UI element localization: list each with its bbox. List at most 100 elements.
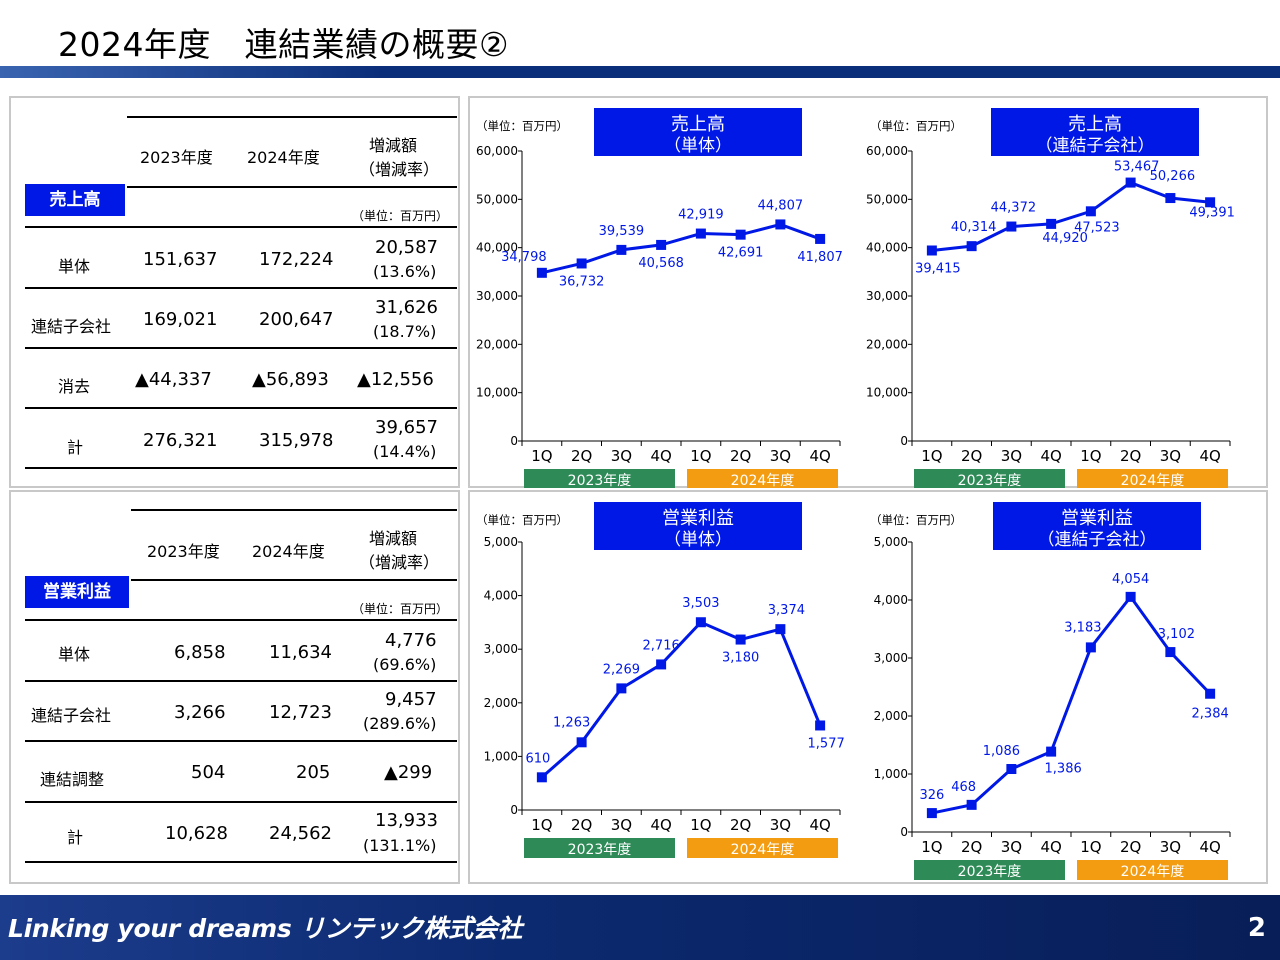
data-label: 40,568 (638, 256, 684, 271)
cell-fy2023: 6,858 (174, 642, 226, 663)
data-point (1085, 642, 1096, 653)
header-rate: （増減率） (359, 160, 440, 179)
data-point (616, 683, 627, 694)
data-point (1085, 206, 1096, 217)
x-tick-label: 4Q (1040, 838, 1061, 856)
x-tick-label: 3Q (1160, 447, 1181, 465)
y-tick-label: 3,000 (874, 651, 908, 665)
data-point (1165, 193, 1176, 204)
sales-label-badge: 売上高 (25, 184, 125, 216)
series-line (931, 594, 1212, 815)
data-label: 39,415 (915, 261, 961, 276)
y-tick-label: 5,000 (484, 535, 518, 549)
table-rule (25, 287, 457, 289)
table-rule (127, 116, 457, 118)
table-rule (25, 801, 457, 803)
sales-table: 2023年度 2024年度 増減額 （増減率） 売上高 （単位：百万円） 単体 … (9, 96, 460, 488)
cell-diff: 13,933 (375, 810, 438, 831)
data-point (656, 239, 667, 250)
y-tick-label: 2,000 (874, 709, 908, 723)
header-fy2024: 2024年度 (252, 542, 325, 561)
page-number: 2 (1247, 913, 1266, 943)
y-tick-label: 30,000 (476, 289, 518, 303)
x-tick-label: 1Q (531, 816, 552, 834)
data-point (616, 244, 627, 255)
chart-title-box (993, 502, 1201, 550)
x-tick-label: 3Q (1001, 447, 1022, 465)
table-rule (25, 619, 457, 621)
x-tick-label: 4Q (1199, 838, 1220, 856)
row-name: 単体 (58, 257, 91, 276)
cell-fy2024: 205 (296, 762, 331, 783)
x-tick-label: 4Q (650, 447, 671, 465)
header-fy2023: 2023年度 (140, 148, 213, 167)
cell-fy2024: 200,647 (259, 309, 334, 330)
data-point (1125, 177, 1136, 188)
data-label: 49,391 (1189, 205, 1235, 220)
fy2023-group-label: 2023年度 (958, 473, 1022, 488)
cell-diff: 31,626 (375, 297, 438, 318)
data-point (926, 808, 937, 819)
header-diff: 増減額 (369, 529, 418, 548)
x-tick-label: 1Q (1080, 447, 1101, 465)
y-tick-label: 20,000 (476, 337, 518, 351)
data-point (1046, 746, 1057, 757)
data-label: 44,807 (758, 198, 804, 213)
cell-rate: (289.6%) (363, 714, 437, 733)
fy2024-group-label: 2024年度 (1121, 864, 1185, 880)
data-point (1205, 197, 1216, 208)
x-tick-label: 2Q (571, 447, 592, 465)
data-point (815, 233, 826, 244)
fy2023-group-label: 2023年度 (568, 842, 632, 858)
data-label: 50,266 (1150, 169, 1196, 184)
table-rule (25, 861, 457, 863)
fy2024-group-label: 2024年度 (1121, 473, 1185, 488)
data-label: 3,503 (682, 596, 719, 611)
chart-subtitle: （単体） (664, 530, 732, 550)
data-point (695, 228, 706, 239)
data-label: 47,523 (1074, 220, 1120, 235)
table-rule (25, 680, 457, 682)
data-point (536, 267, 547, 278)
data-point (775, 624, 786, 635)
table-rule (127, 186, 457, 188)
cell-rate: (69.6%) (373, 655, 437, 674)
chart-subtitle: （連結子会社） (1038, 530, 1157, 550)
profit-standalone-chart: （単位：百万円） 営業利益（単体） 0 1,000 2,000 3,000 4,000 5,0… (476, 502, 845, 858)
fy2023-group-label: 2023年度 (958, 864, 1022, 880)
y-tick-label: 3,000 (484, 642, 518, 656)
fy2024-group-bar (1077, 860, 1228, 880)
cell-fy2024: ▲56,893 (252, 369, 329, 390)
table-rule (25, 467, 457, 469)
fy2024-group-bar (1077, 469, 1228, 488)
y-tick-label: 0 (510, 803, 518, 817)
sales-standalone-chart: （単位：百万円） 売上高（単体） 0 10,000 20,000 30,000 40,000… (476, 108, 843, 488)
chart-title-box (991, 108, 1199, 156)
fy2023-group-bar (524, 469, 675, 488)
cell-rate: (18.7%) (373, 322, 437, 341)
x-tick-label: 4Q (1199, 447, 1220, 465)
x-tick-label: 3Q (770, 816, 791, 834)
data-point (656, 659, 667, 670)
cell-diff: ▲299 (384, 762, 433, 783)
cell-fy2023: 10,628 (165, 823, 228, 844)
data-point (815, 720, 826, 731)
x-tick-label: 2Q (730, 816, 751, 834)
header-fy2024: 2024年度 (247, 148, 320, 167)
profit-table: 2023年度 2024年度 増減額 （増減率） 営業利益 （単位：百万円） 単体… (9, 490, 460, 884)
data-point (695, 617, 706, 628)
cell-rate: (13.6%) (373, 262, 437, 281)
profit-table-panel (9, 490, 460, 884)
data-point (926, 245, 937, 256)
x-tick-label: 2Q (961, 838, 982, 856)
y-tick-label: 1,000 (484, 749, 518, 763)
chart-title: 営業利益 (1061, 508, 1133, 529)
x-tick-label: 3Q (1001, 838, 1022, 856)
x-tick-label: 3Q (1160, 838, 1181, 856)
y-tick-label: 2,000 (484, 696, 518, 710)
cell-rate: (14.4%) (373, 442, 437, 461)
data-label: 44,372 (991, 201, 1037, 216)
x-tick-label: 1Q (531, 447, 552, 465)
chart-title: 売上高 (1068, 114, 1122, 135)
data-point (1006, 221, 1017, 232)
